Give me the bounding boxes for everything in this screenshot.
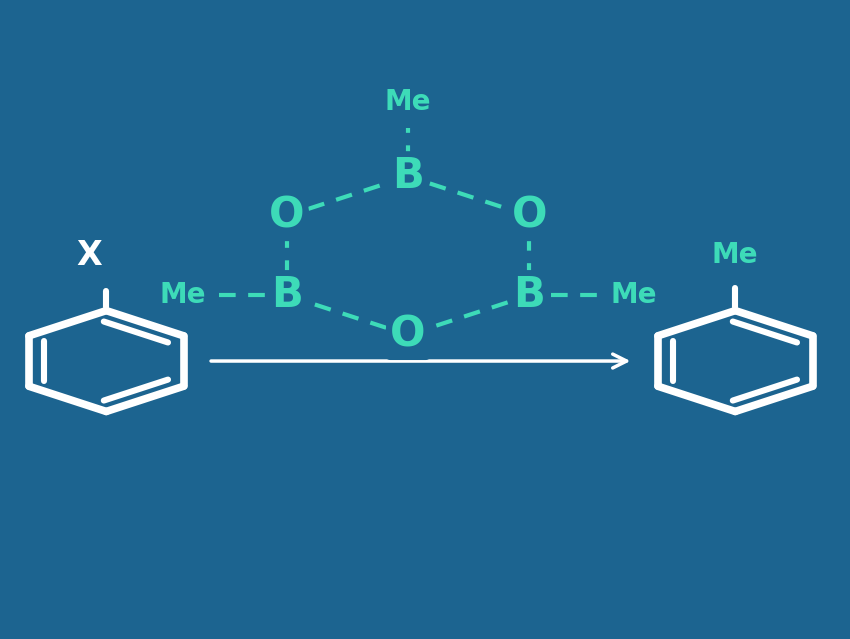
Text: O: O [390, 314, 426, 356]
Text: Me: Me [712, 241, 758, 269]
Text: O: O [512, 195, 547, 237]
Text: Me: Me [610, 281, 657, 309]
Text: B: B [270, 274, 303, 316]
Text: X: X [76, 239, 102, 272]
Text: O: O [269, 195, 304, 237]
Text: B: B [392, 155, 424, 197]
Text: Me: Me [385, 88, 431, 116]
Text: B: B [513, 274, 546, 316]
Text: Me: Me [159, 281, 206, 309]
